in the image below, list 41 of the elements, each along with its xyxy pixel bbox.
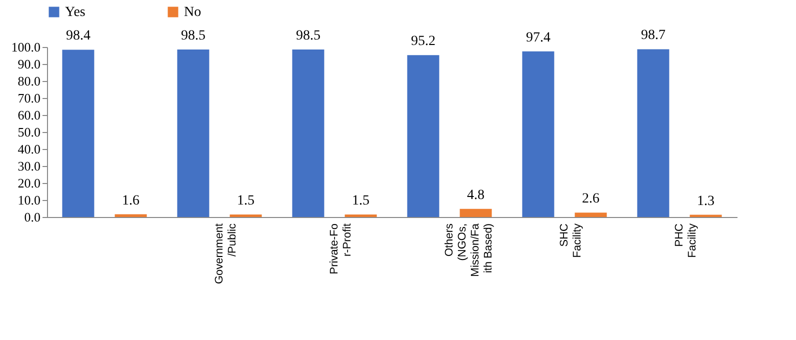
data-label: 97.4 — [526, 30, 550, 46]
bar — [114, 214, 147, 217]
y-tick-label: 10.0 — [18, 192, 40, 208]
legend-label: No — [184, 5, 202, 20]
y-tick-label: 20.0 — [18, 176, 40, 190]
bar — [62, 50, 94, 217]
data-label: 95.2 — [410, 34, 436, 50]
data-label: 2.6 — [582, 192, 600, 207]
data-label: 1.3 — [697, 194, 715, 209]
data-label: 1.5 — [237, 193, 255, 208]
x-tick-label: Government/Public — [214, 223, 238, 284]
bar — [574, 212, 607, 217]
data-label: 1.6 — [122, 193, 140, 208]
y-tick-label: 30.0 — [18, 158, 40, 174]
bar — [177, 50, 210, 217]
bar — [292, 50, 324, 217]
y-tick-label: 90.0 — [18, 56, 40, 72]
data-label: 98.5 — [180, 28, 206, 44]
y-tick-label: 50.0 — [18, 124, 40, 140]
x-tick-label: Private-For-Profit — [328, 224, 354, 274]
data-label: 1.5 — [352, 193, 370, 208]
bar — [407, 55, 440, 217]
legend-label: Yes — [65, 5, 86, 20]
bar — [460, 208, 492, 217]
y-tick-label: 0.0 — [24, 210, 40, 224]
data-label: 98.5 — [296, 28, 320, 44]
data-label: 98.7 — [640, 28, 666, 44]
y-tick-label: 80.0 — [18, 74, 40, 88]
bar — [522, 51, 554, 217]
bar — [230, 214, 262, 217]
y-tick-label: 40.0 — [18, 142, 40, 156]
data-label: 4.8 — [467, 188, 485, 203]
data-label: 98.4 — [66, 28, 90, 44]
x-tick-label: PHC Facility — [674, 223, 698, 258]
y-tick-label: 60.0 — [18, 108, 40, 122]
y-tick-label: 100.0 — [11, 40, 40, 54]
x-tick-label: SHC Facility — [558, 223, 584, 258]
y-tick-label: 70.0 — [18, 90, 40, 106]
bar — [344, 214, 377, 217]
bar — [637, 49, 670, 217]
x-tick-label: Others (NGOs, Mission/Faith Based) — [444, 222, 494, 277]
